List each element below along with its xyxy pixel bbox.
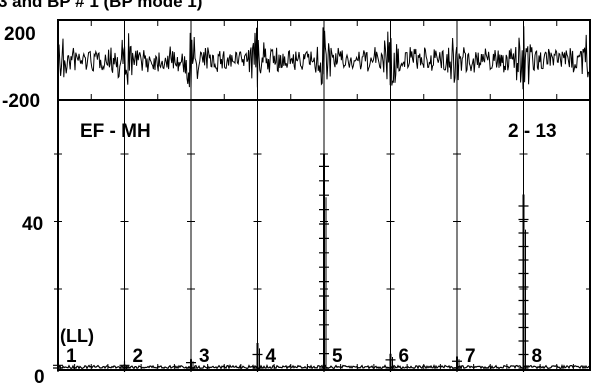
segment-label: 2 bbox=[133, 346, 144, 367]
spike-marker bbox=[319, 248, 329, 257]
segment-label: 1 bbox=[66, 346, 77, 367]
segment-label: 5 bbox=[332, 346, 343, 367]
spike-marker bbox=[319, 176, 329, 185]
spike-marker bbox=[518, 283, 529, 291]
spike-marker bbox=[518, 256, 529, 264]
spike-marker bbox=[319, 191, 329, 200]
spike-marker bbox=[385, 355, 396, 364]
spike-marker bbox=[319, 292, 329, 300]
spike-marker bbox=[518, 242, 529, 251]
spike-marker bbox=[186, 358, 196, 367]
spike-marker bbox=[518, 364, 529, 372]
bottom-y-tick-0: 0 bbox=[34, 367, 45, 384]
bottom-panel-signal bbox=[53, 154, 590, 372]
spike-marker bbox=[319, 234, 329, 243]
spike-marker bbox=[518, 350, 529, 359]
spike-marker bbox=[452, 357, 462, 366]
spike-marker bbox=[252, 364, 263, 372]
corner-label-ll: (LL) bbox=[60, 326, 94, 346]
spike-marker bbox=[518, 296, 529, 305]
chart-title: 3 and BP # 1 (BP mode 1) bbox=[0, 0, 202, 11]
bottom-right-annotation: 2 - 13 bbox=[508, 121, 557, 142]
bottom-panel: EF - MH 2 - 13 40 0 (LL) 1 2 3 4 5 6 7 8 bbox=[22, 99, 591, 384]
segment-label: 4 bbox=[266, 346, 277, 367]
spike-marker bbox=[319, 162, 329, 171]
spike-marker bbox=[385, 364, 396, 372]
spike-marker bbox=[452, 364, 462, 372]
segment-label: 6 bbox=[399, 346, 410, 367]
spike-marker bbox=[319, 364, 329, 372]
spike-marker bbox=[319, 349, 329, 358]
spike-marker bbox=[319, 263, 329, 272]
spike-marker bbox=[518, 215, 529, 224]
spike-marker bbox=[319, 335, 329, 344]
spike-marker bbox=[319, 320, 329, 329]
segment-label: 8 bbox=[532, 346, 543, 367]
segment-label: 3 bbox=[199, 346, 210, 367]
top-y-tick-min: -200 bbox=[2, 91, 40, 112]
spike-marker bbox=[518, 310, 529, 318]
spike-marker bbox=[53, 361, 63, 370]
top-y-tick-max: 200 bbox=[4, 24, 36, 45]
segment-labels: 1 2 3 4 5 6 7 8 bbox=[66, 346, 542, 367]
spike-marker bbox=[319, 220, 329, 228]
segment-label: 7 bbox=[465, 346, 476, 367]
spike-marker bbox=[319, 306, 329, 315]
spike-marker bbox=[518, 323, 529, 332]
bottom-left-annotation: EF - MH bbox=[80, 121, 151, 142]
spike-marker bbox=[252, 350, 263, 359]
bottom-y-tick-40: 40 bbox=[22, 214, 43, 235]
spike-marker bbox=[319, 205, 329, 214]
spike-marker bbox=[119, 361, 130, 370]
spike-marker bbox=[518, 202, 529, 210]
top-panel-signal bbox=[58, 26, 590, 90]
spike-marker bbox=[518, 269, 529, 278]
top-panel: 200 -200 bbox=[2, 19, 591, 112]
spike-marker bbox=[319, 277, 329, 286]
spike-marker bbox=[518, 337, 529, 345]
spike-marker bbox=[518, 229, 529, 237]
